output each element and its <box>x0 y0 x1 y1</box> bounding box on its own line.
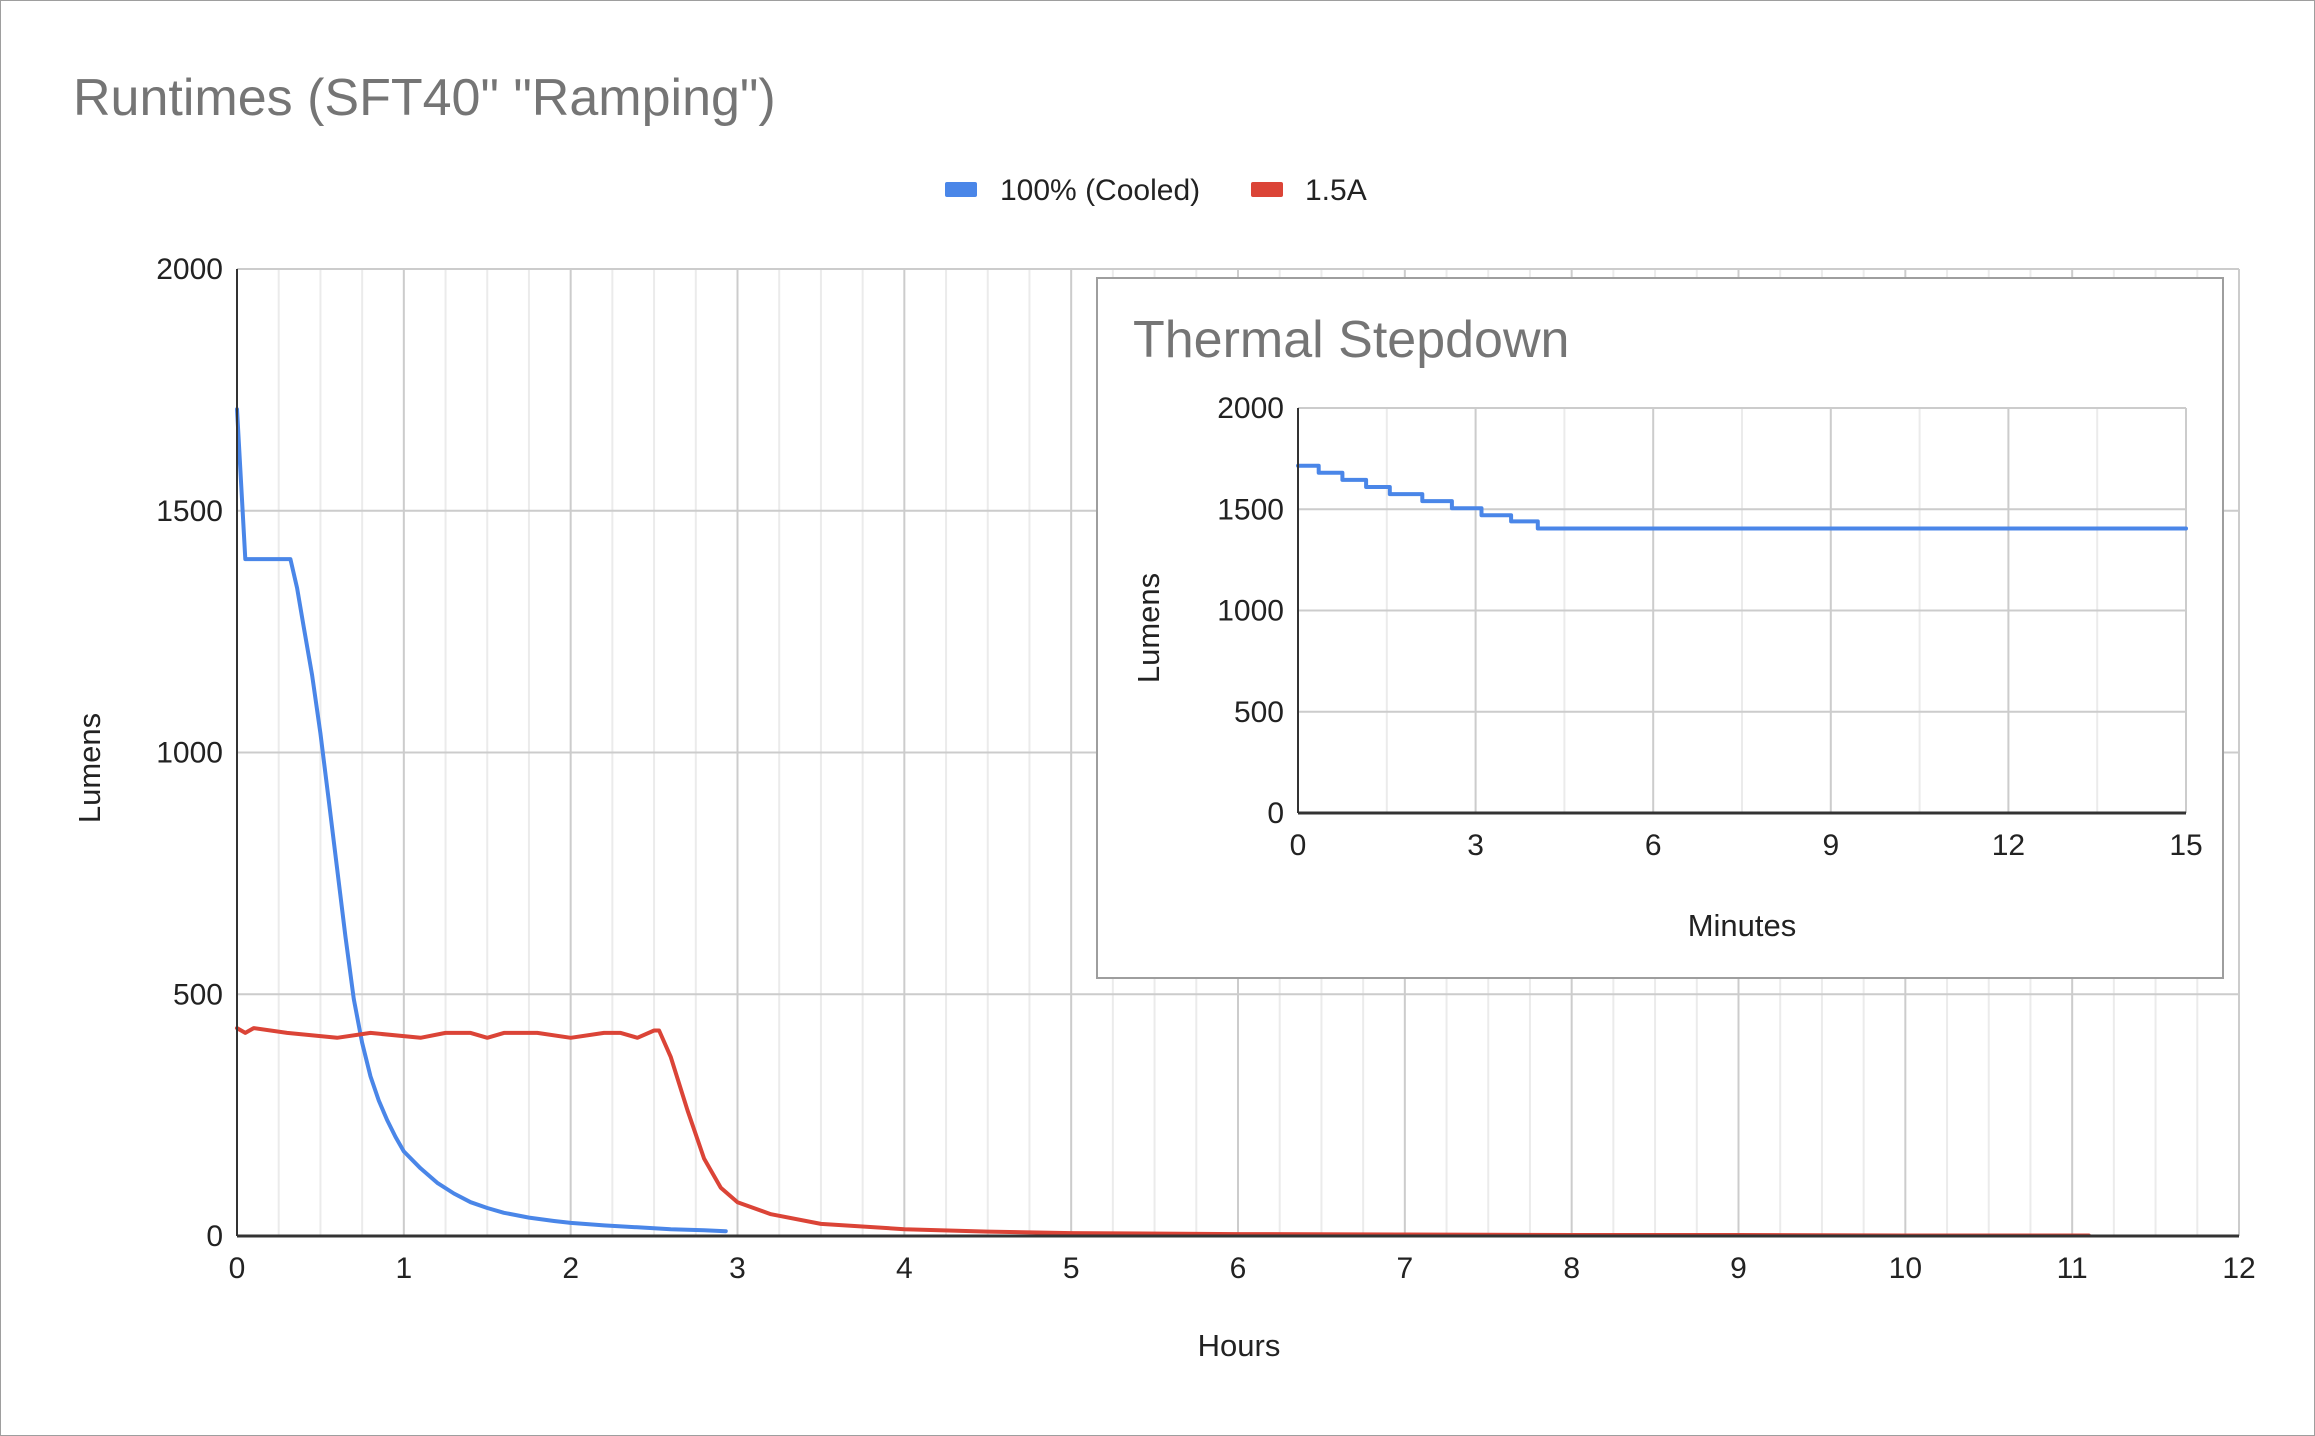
x-tick-label: 9 <box>1730 1252 1747 1285</box>
x-tick-label: 1 <box>395 1252 412 1285</box>
x-axis-label: Hours <box>1198 1328 1281 1363</box>
y-tick-label: 500 <box>173 978 223 1011</box>
x-tick-label: 7 <box>1396 1252 1413 1285</box>
y-tick-label: 1500 <box>1217 493 1284 526</box>
x-tick-label: 10 <box>1889 1252 1922 1285</box>
legend-swatch-cooled <box>945 182 977 197</box>
x-tick-label: 12 <box>1992 829 2025 862</box>
inset-x-axis-label: Minutes <box>1688 908 1797 943</box>
x-tick-label: 3 <box>1467 829 1484 862</box>
y-axis-label: Lumens <box>72 713 107 823</box>
series-line-0 <box>235 407 728 1234</box>
series-line-1 <box>235 1026 2091 1238</box>
y-tick-label: 2000 <box>156 253 223 286</box>
inset-panel <box>1096 277 2224 979</box>
inset-axes: 0 3 6 9 12 15 0 500 1000 1500 2000 <box>1217 392 2202 862</box>
x-tick-label: 8 <box>1563 1252 1580 1285</box>
x-tick-label: 4 <box>896 1252 913 1285</box>
x-tick-label: 11 <box>2057 1252 2088 1285</box>
y-tick-label: 500 <box>1234 696 1284 729</box>
x-tick-label: 3 <box>729 1252 746 1285</box>
series-line-0 <box>1296 463 2188 531</box>
y-tick-label: 2000 <box>1217 392 1284 425</box>
inset-series <box>1296 463 2188 531</box>
x-tick-label: 0 <box>1290 829 1307 862</box>
inset-chart: Thermal Stepdown 0 3 6 9 12 15 0 500 1000 1500 200… <box>1096 277 2224 979</box>
legend-label-1-5a: 1.5A <box>1305 174 1367 207</box>
y-tick-label: 1000 <box>156 737 223 770</box>
x-tick-label: 2 <box>562 1252 579 1285</box>
legend-swatch-1-5a <box>1251 182 1283 197</box>
y-tick-label: 0 <box>206 1220 223 1253</box>
x-tick-label: 6 <box>1645 829 1662 862</box>
chart-title: Runtimes (SFT40" "Ramping") <box>73 69 776 127</box>
legend-label-cooled: 100% (Cooled) <box>1000 174 1200 207</box>
x-tick-label: 6 <box>1230 1252 1247 1285</box>
y-tick-label: 1000 <box>1217 595 1284 628</box>
y-tick-label: 1500 <box>156 495 223 528</box>
legend: 100% (Cooled) 1.5A <box>945 174 1367 207</box>
x-tick-label: 0 <box>229 1252 246 1285</box>
x-tick-label: 9 <box>1822 829 1839 862</box>
y-tick-label: 0 <box>1267 797 1284 830</box>
inset-title: Thermal Stepdown <box>1133 311 1569 369</box>
x-tick-label: 12 <box>2222 1252 2255 1285</box>
inset-y-axis-label: Lumens <box>1131 573 1166 683</box>
x-tick-label: 5 <box>1063 1252 1080 1285</box>
x-tick-label: 15 <box>2169 829 2202 862</box>
main-series <box>235 407 2091 1238</box>
